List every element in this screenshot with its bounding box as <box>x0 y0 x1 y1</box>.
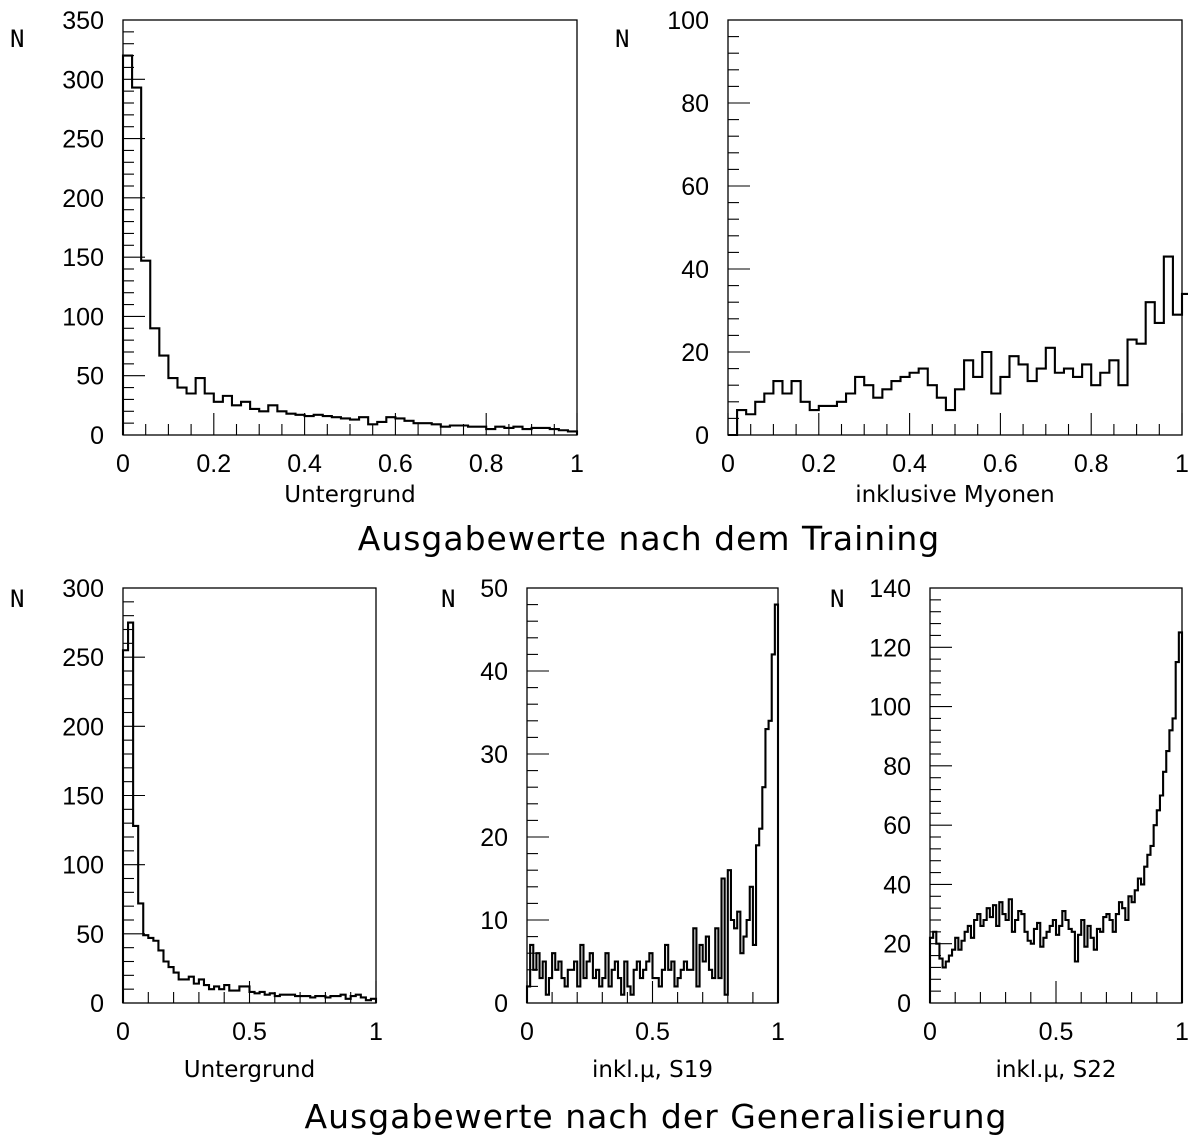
y-tick-label: 20 <box>883 931 911 959</box>
y-tick-label: 10 <box>480 907 508 935</box>
y-tick-label: 150 <box>62 783 104 811</box>
x-tick-label: 0.6 <box>983 450 1018 478</box>
y-tick-label: 120 <box>869 634 911 662</box>
y-tick-label: 50 <box>76 921 104 949</box>
histogram-series <box>728 255 1188 437</box>
x-tick-label: 0 <box>923 1018 937 1046</box>
plot-frame <box>929 587 1183 1004</box>
y-axis-label: N <box>441 585 455 613</box>
y-tick-label: 300 <box>62 66 104 94</box>
row-title-generalisation: Ausgabewerte nach der Generalisierung <box>305 1097 1008 1136</box>
x-tick-label: 0 <box>116 1018 130 1046</box>
x-tick-label: 0 <box>520 1018 534 1046</box>
y-tick-label: 250 <box>62 126 104 154</box>
row-title-training: Ausgabewerte nach dem Training <box>358 519 940 558</box>
y-tick-label: 40 <box>681 256 709 284</box>
y-axis-label: N <box>615 25 629 53</box>
histogram-series <box>525 603 780 1003</box>
y-tick-label: 20 <box>480 824 508 852</box>
y-tick-label: 0 <box>695 422 709 450</box>
x-tick-label: 1 <box>771 1018 785 1046</box>
plot-frame <box>727 19 1183 436</box>
plot-frame <box>122 19 578 436</box>
y-axis-label: N <box>10 25 24 53</box>
plot-frame <box>122 587 377 1004</box>
x-axis-label: Untergrund <box>184 1057 315 1083</box>
chart-panel-1: 0 50 100 150 200 250 300 350 0 0.2 0.4 0.6 0.8 1 N Unte… <box>10 7 584 508</box>
y-tick-label: 350 <box>62 7 104 35</box>
x-axis-label: inklusive Myonen <box>855 482 1055 508</box>
y-tick-label: 50 <box>480 575 508 603</box>
y-tick-label: 30 <box>480 741 508 769</box>
y-tick-label: 80 <box>883 753 911 781</box>
histogram-series <box>928 631 1184 1003</box>
x-tick-label: 0.2 <box>801 450 836 478</box>
y-tick-label: 150 <box>62 244 104 272</box>
x-tick-label: 1 <box>570 450 584 478</box>
x-tick-label: 0.2 <box>196 450 231 478</box>
x-tick-label: 0.4 <box>892 450 927 478</box>
y-tick-label: 60 <box>883 812 911 840</box>
y-tick-label: 300 <box>62 575 104 603</box>
y-axis-label: N <box>830 585 844 613</box>
y-tick-label: 140 <box>869 575 911 603</box>
y-tick-label: 0 <box>494 990 508 1018</box>
y-tick-label: 50 <box>76 363 104 391</box>
x-tick-label: 0.5 <box>1039 1018 1074 1046</box>
x-tick-label: 0 <box>721 450 735 478</box>
y-tick-label: 40 <box>480 658 508 686</box>
y-tick-label: 60 <box>681 173 709 201</box>
y-tick-label: 200 <box>62 185 104 213</box>
x-tick-label: 0.6 <box>378 450 413 478</box>
y-tick-label: 250 <box>62 644 104 672</box>
y-tick-label: 100 <box>62 303 104 331</box>
y-tick-label: 80 <box>681 90 709 118</box>
x-axis-label: inkl.μ, S19 <box>592 1057 713 1083</box>
y-tick-label: 20 <box>681 339 709 367</box>
x-tick-label: 0.8 <box>469 450 504 478</box>
histogram-series <box>121 54 579 435</box>
y-tick-label: 40 <box>883 871 911 899</box>
x-axis-label: inkl.μ, S22 <box>995 1057 1116 1083</box>
x-tick-label: 0.8 <box>1074 450 1109 478</box>
histogram-series <box>121 621 378 1003</box>
x-tick-label: 1 <box>369 1018 383 1046</box>
x-tick-label: 0.4 <box>287 450 322 478</box>
y-tick-label: 100 <box>869 694 911 722</box>
x-axis-label: Untergrund <box>284 482 415 508</box>
x-tick-label: 1 <box>1175 450 1188 478</box>
y-axis-label: N <box>10 585 24 613</box>
y-tick-label: 100 <box>62 852 104 880</box>
y-tick-label: 0 <box>90 422 104 450</box>
y-tick-label: 200 <box>62 713 104 741</box>
chart-panel-3: 0 50 100 150 200 250 300 0 0.5 1 N Untergrund <box>10 575 383 1083</box>
x-tick-label: 0 <box>116 450 130 478</box>
y-tick-label: 0 <box>897 990 911 1018</box>
x-tick-label: 0.5 <box>635 1018 670 1046</box>
y-tick-label: 100 <box>667 7 709 35</box>
x-tick-label: 0.5 <box>232 1018 267 1046</box>
y-tick-label: 0 <box>90 990 104 1018</box>
x-tick-label: 1 <box>1175 1018 1188 1046</box>
